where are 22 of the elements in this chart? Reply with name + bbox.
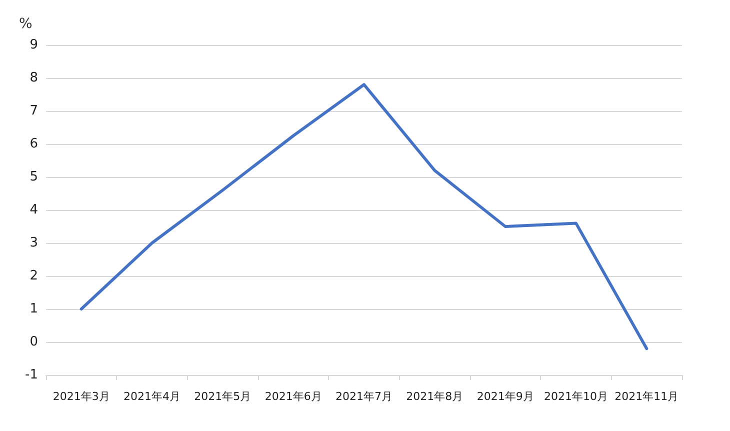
x-tick-label: 2021年7月	[336, 390, 392, 403]
y-tick-label: 5	[30, 170, 38, 184]
y-tick-label: 6	[30, 136, 38, 152]
line-series	[80, 83, 648, 350]
x-tick-label: 2021年3月	[52, 390, 110, 403]
y-axis-title: %	[19, 16, 32, 32]
y-tick-label: 9	[30, 38, 38, 52]
x-tick-label: 2021年4月	[124, 390, 180, 403]
x-tick-label: 2021年11月	[614, 390, 679, 403]
y-tick-label: 3	[30, 236, 38, 250]
y-tick-label: 4	[30, 202, 38, 218]
x-tick-label: 2021年5月	[194, 390, 252, 403]
y-tick-label: 2	[30, 268, 38, 284]
y-tick-label: 8	[30, 70, 38, 86]
x-tick-label: 2021年8月	[406, 390, 464, 403]
y-tick-label: -1	[25, 368, 38, 382]
y-tick-label: 1	[30, 302, 38, 316]
y-tick-label: 7	[30, 104, 38, 118]
x-tick-label: 2021年6月	[264, 390, 322, 403]
x-tick-label: 2021年10月	[544, 390, 608, 403]
x-tick-label: 2021年9月	[476, 390, 534, 403]
y-tick-label: 0	[30, 334, 38, 350]
